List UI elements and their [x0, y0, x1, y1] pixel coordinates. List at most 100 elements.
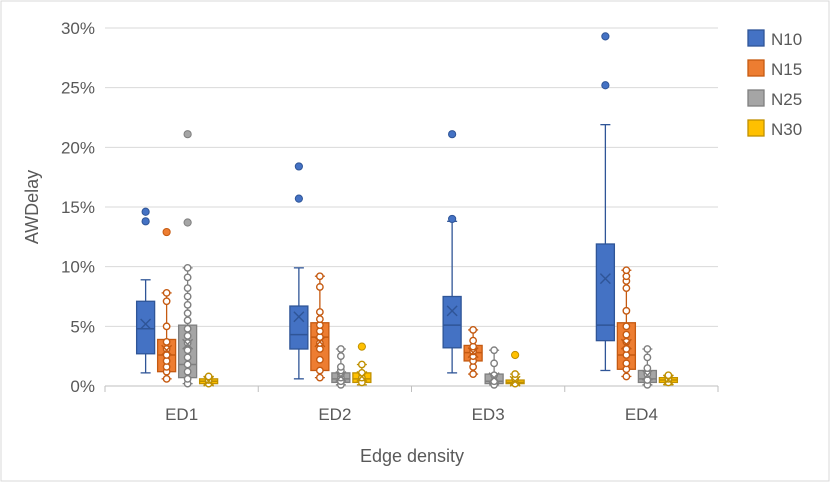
mean-marker-stroke — [488, 372, 500, 384]
y-tick-label: 25% — [61, 79, 95, 98]
mean-marker — [335, 370, 347, 382]
inner-point — [183, 374, 192, 383]
x-tick-label: ED3 — [472, 405, 505, 424]
mean-marker-stroke — [182, 338, 194, 350]
n30-box-ed1 — [198, 372, 219, 388]
inner-point — [490, 346, 499, 355]
n25-box-ed2 — [331, 345, 351, 389]
inner-point — [183, 316, 192, 325]
n30-box-ed4 — [658, 371, 679, 387]
inner-point — [336, 363, 345, 371]
inner-point — [622, 345, 631, 353]
inner-point — [622, 306, 631, 315]
legend-swatch-n15 — [747, 59, 765, 77]
mean-marker — [662, 374, 674, 386]
y-tick-label: 0% — [70, 377, 95, 396]
y-axis-title: AWDelay — [22, 170, 42, 244]
n25-box-ed1 — [177, 130, 198, 388]
inner-point — [643, 345, 652, 353]
inner-point — [643, 364, 652, 372]
mean-marker-stroke — [356, 370, 368, 382]
inner-point — [622, 372, 631, 381]
inner-point — [315, 373, 324, 382]
inner-point — [336, 345, 345, 353]
inner-point — [511, 370, 520, 378]
iqr-box — [135, 300, 156, 355]
iqr-box — [595, 243, 616, 342]
n10-box-ed3 — [442, 130, 462, 374]
mean-marker — [314, 336, 326, 348]
mean-marker — [599, 273, 611, 285]
gridlines — [105, 27, 718, 387]
outlier-point — [601, 32, 610, 41]
inner-point — [469, 326, 478, 334]
mean-marker — [446, 305, 458, 317]
outlier-point — [162, 227, 171, 237]
inner-point — [183, 339, 192, 347]
outlier-point — [141, 207, 150, 216]
y-tick-label: 30% — [61, 19, 95, 38]
inner-point — [183, 331, 192, 340]
x-axis-title: Edge density — [360, 446, 464, 466]
legend-swatch-n30 — [747, 119, 765, 137]
mean-marker — [620, 338, 632, 350]
n25-box-ed4 — [637, 345, 658, 389]
inner-point — [183, 346, 192, 355]
inner-point — [162, 345, 171, 353]
mean-marker — [203, 375, 215, 387]
inner-point — [183, 324, 192, 333]
outlier-point — [294, 162, 303, 171]
inner-point — [162, 297, 171, 306]
mean-marker-stroke — [446, 305, 458, 317]
inner-point — [162, 374, 171, 383]
inner-point — [183, 367, 192, 376]
n15-box-ed3 — [463, 326, 483, 378]
inner-point — [643, 353, 652, 362]
n30-box-ed3 — [505, 350, 525, 388]
mean-marker — [467, 347, 479, 359]
plot-area — [135, 32, 679, 389]
inner-point — [469, 370, 478, 378]
y-tick-label: 15% — [61, 198, 95, 217]
inner-point — [183, 284, 192, 293]
n25-box-ed3 — [484, 346, 504, 389]
legend-label-n10: N10 — [771, 30, 802, 49]
inner-point — [162, 337, 171, 346]
inner-point — [183, 353, 192, 362]
inner-point — [622, 330, 631, 339]
inner-point — [315, 315, 324, 324]
inner-point — [183, 300, 192, 309]
outlier-point — [448, 214, 457, 224]
outlier-point — [183, 218, 192, 227]
inner-point — [183, 309, 192, 318]
iqr-box — [442, 295, 462, 349]
x-tick-label: ED2 — [318, 405, 351, 424]
inner-point — [622, 322, 631, 331]
inner-point — [336, 352, 345, 361]
mean-marker-stroke — [641, 369, 653, 381]
n15-box-ed2 — [310, 272, 330, 382]
inner-point — [357, 360, 366, 369]
inner-point — [315, 272, 324, 281]
inner-point — [183, 292, 192, 301]
mean-marker — [140, 318, 152, 330]
inner-point — [622, 284, 631, 293]
mean-marker-stroke — [620, 338, 632, 350]
x-tick-label: ED4 — [625, 405, 658, 424]
inner-point — [162, 322, 171, 331]
outlier-point — [357, 342, 366, 351]
inner-point — [622, 359, 631, 368]
legend-swatch-n25 — [747, 89, 765, 107]
inner-point — [183, 273, 192, 282]
inner-point — [315, 308, 324, 316]
mean-marker — [488, 372, 500, 384]
mean-marker — [182, 338, 194, 350]
mean-marker — [161, 344, 173, 356]
inner-point — [183, 263, 192, 272]
outlier-point — [601, 81, 610, 90]
y-tick-label: 10% — [61, 258, 95, 277]
mean-marker-stroke — [203, 375, 215, 387]
x-tick-labels: ED1 ED2 ED3 ED4 — [104, 386, 719, 424]
n10-box-ed4 — [595, 32, 616, 372]
mean-marker-stroke — [161, 344, 173, 356]
